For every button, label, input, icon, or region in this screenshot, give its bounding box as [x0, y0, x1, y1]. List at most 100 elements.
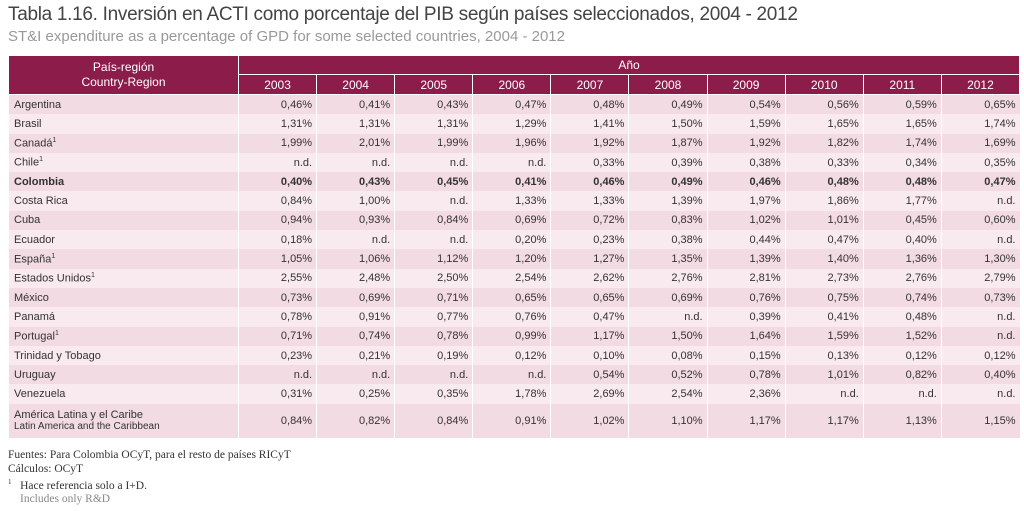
value-cell: 0,44%: [706, 230, 786, 250]
country-cell: Trinidad y Tobago: [8, 345, 239, 366]
value-cell: 1,65%: [784, 114, 864, 134]
value-cell: 0,10%: [550, 345, 629, 366]
value-cell: 0,40%: [237, 172, 317, 192]
value-cell: 0,33%: [550, 152, 629, 173]
value-cell: 0,60%: [940, 210, 1020, 231]
value-cell: n.d.: [394, 152, 473, 173]
value-cell: 0,45%: [394, 172, 473, 192]
year: 2008: [628, 74, 708, 95]
value-cell: 0,84%: [394, 403, 473, 438]
row: Uruguay n.d. n.d. n.d. n.d. 0,54% 0,52% 0,78% 1,…: [8, 365, 1020, 385]
year: 2011: [862, 74, 942, 95]
country: Panamá: [14, 310, 55, 323]
value-cell: 1,36%: [862, 249, 942, 269]
region-header-en: Country-Region: [81, 75, 166, 89]
country-cell: Chile1: [8, 152, 239, 173]
value-cell: 0,40%: [940, 365, 1020, 385]
value-cell: 2,48%: [316, 268, 395, 288]
sources: Fuentes: Para Colombia OCyT, para el res…: [8, 449, 291, 461]
value-cell: n.d.: [862, 384, 942, 404]
country: México: [14, 291, 49, 304]
value-cell: 1,20%: [472, 249, 551, 269]
value-cell: 0,76%: [706, 287, 786, 308]
value-cell: 0,83%: [628, 210, 708, 231]
value-cell: 2,76%: [862, 268, 942, 288]
country-cell: Venezuela: [8, 384, 239, 404]
value-cell: 0,99%: [472, 326, 551, 346]
value-cell: 2,01%: [316, 133, 395, 153]
value-cell: n.d.: [237, 152, 317, 173]
footer: Fuentes: Para Colombia OCyT, para el res…: [8, 449, 291, 507]
value-cell: 2,55%: [237, 268, 317, 288]
value-cell: 0,78%: [706, 365, 786, 385]
value-cell: 1,99%: [237, 133, 317, 153]
value-cell: 1,74%: [940, 114, 1020, 134]
row: Estados Unidos1 2,55% 2,48% 2,50% 2,54% 2,62%…: [8, 268, 1020, 288]
value-cell: n.d.: [472, 365, 551, 385]
value-cell: 0,91%: [472, 403, 551, 438]
value-cell: 0,23%: [550, 230, 629, 250]
value-cell: 1,99%: [394, 133, 473, 153]
value-cell: 0,47%: [940, 172, 1020, 192]
note-mark: 1: [8, 478, 12, 486]
value-cell: 0,45%: [862, 210, 942, 231]
value-cell: 0,73%: [940, 287, 1020, 308]
year: 2003: [237, 74, 318, 95]
value-cell: 1,29%: [472, 114, 551, 134]
years-row: 2003 2004 2005 2006 2007 2008 2009 2010 2011 2012: [9, 74, 1021, 95]
value-cell: 0,12%: [940, 345, 1020, 366]
country: América Latina y el Caribe: [14, 409, 144, 422]
value-cell: 1,52%: [862, 326, 942, 346]
value-cell: 0,41%: [316, 94, 395, 115]
value-cell: 0,52%: [628, 365, 708, 385]
country: Colombia: [14, 175, 65, 188]
row: España1 1,05% 1,06% 1,12% 1,20% 1,27% 1,35% 1,3…: [8, 249, 1020, 269]
value-cell: 1,59%: [784, 326, 864, 346]
value-cell: 0,48%: [862, 172, 942, 192]
value-cell: 1,40%: [784, 249, 864, 269]
value-cell: 1,41%: [550, 114, 629, 134]
value-cell: 0,35%: [394, 384, 473, 404]
country: Chile: [14, 156, 40, 169]
country-cell: México: [8, 287, 239, 308]
value-cell: 0,59%: [862, 94, 942, 115]
row: Portugal1 0,71% 0,74% 0,78% 0,99% 1,17% 1,50% 1…: [8, 326, 1020, 346]
country-cell: Brasil: [8, 114, 239, 134]
value-cell: 0,18%: [237, 230, 317, 250]
value-cell: 0,65%: [550, 287, 629, 308]
value-cell: 0,13%: [784, 345, 864, 366]
value-cell: 1,02%: [706, 210, 786, 231]
value-cell: n.d.: [394, 365, 473, 385]
value-cell: 1,92%: [706, 133, 786, 153]
country: España: [14, 253, 52, 266]
value-cell: 0,49%: [628, 172, 708, 192]
value-cell: 0,48%: [784, 172, 864, 192]
value-cell: n.d.: [940, 191, 1020, 211]
value-cell: 1,92%: [550, 133, 629, 153]
value-cell: 1,86%: [784, 191, 864, 211]
value-cell: 2,81%: [706, 268, 786, 288]
value-cell: 0,40%: [862, 230, 942, 250]
value-cell: 1,64%: [706, 326, 786, 346]
value-cell: 1,17%: [550, 326, 629, 346]
value-cell: 1,35%: [628, 249, 708, 269]
value-cell: 0,15%: [706, 345, 786, 366]
value-cell: 0,25%: [316, 384, 395, 404]
value-cell: 0,48%: [550, 94, 629, 115]
value-cell: 0,71%: [237, 326, 317, 346]
value-cell: 2,36%: [706, 384, 786, 404]
year-header: Año: [238, 55, 1020, 75]
value-cell: n.d.: [394, 191, 473, 211]
value-cell: 0,84%: [394, 210, 473, 231]
value-cell: 1,17%: [784, 403, 864, 438]
country-cell: Argentina: [8, 94, 239, 115]
country-cell: América Latina y el Caribe Latin America …: [8, 403, 239, 438]
country: Cuba: [14, 214, 41, 227]
country-cell: España1: [8, 249, 239, 269]
row: Chile1 n.d. n.d. n.d. n.d. 0,33% 0,39% 0,38% 0,3…: [8, 152, 1020, 173]
value-cell: 1,17%: [706, 403, 786, 438]
country-cell: Colombia: [8, 172, 239, 192]
country: Portugal: [14, 330, 55, 343]
value-cell: 0,78%: [394, 326, 473, 346]
country-cell: Uruguay: [8, 365, 239, 385]
